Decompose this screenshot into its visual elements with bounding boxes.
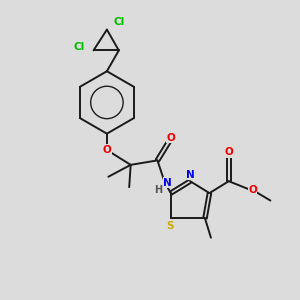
Text: Cl: Cl	[114, 17, 125, 27]
Text: O: O	[103, 145, 111, 155]
Text: Cl: Cl	[73, 43, 84, 52]
Text: N: N	[186, 170, 195, 180]
Text: S: S	[167, 221, 174, 231]
Text: O: O	[167, 133, 175, 142]
Text: N: N	[164, 178, 172, 188]
Text: O: O	[224, 147, 233, 157]
Text: H: H	[154, 185, 162, 195]
Text: O: O	[248, 185, 257, 195]
